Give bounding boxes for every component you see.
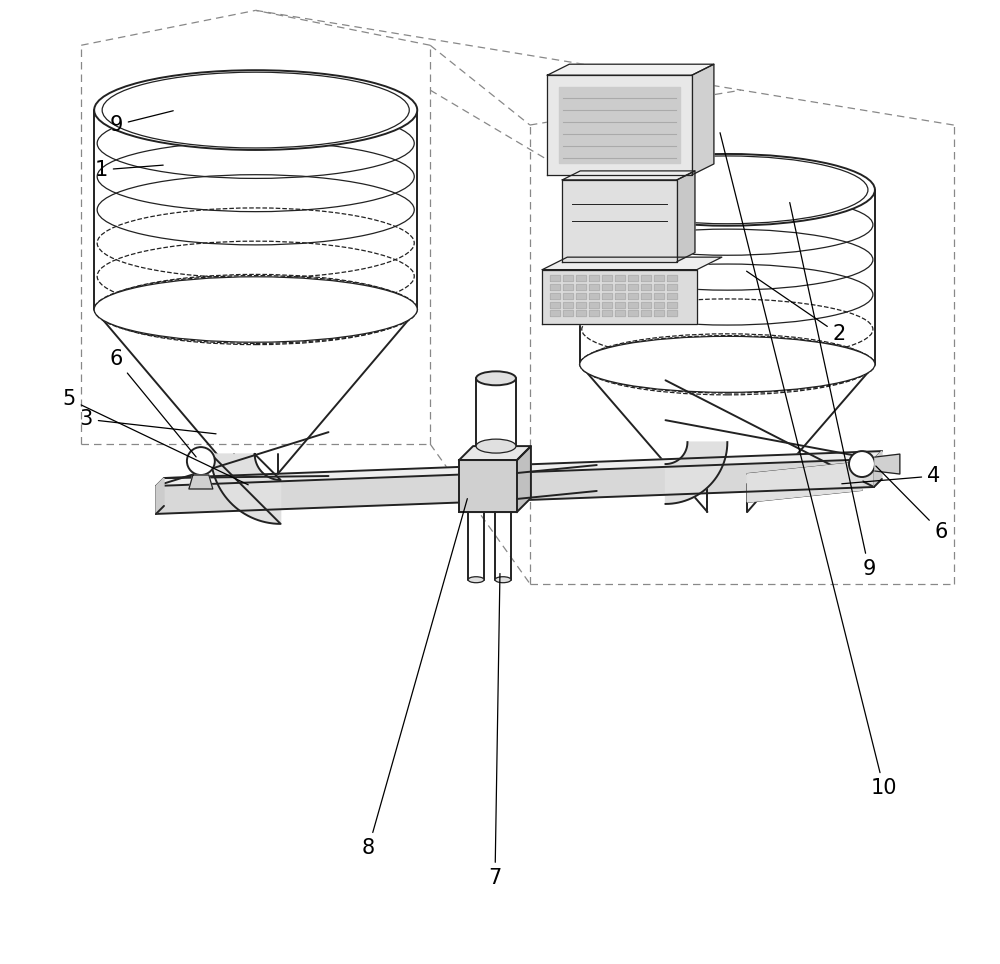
Polygon shape	[641, 275, 651, 281]
Polygon shape	[589, 302, 599, 308]
Polygon shape	[563, 292, 573, 299]
Polygon shape	[550, 275, 560, 281]
Polygon shape	[550, 310, 560, 316]
Polygon shape	[589, 275, 599, 281]
Polygon shape	[602, 292, 612, 299]
Polygon shape	[602, 310, 612, 316]
Text: 8: 8	[362, 498, 467, 858]
Text: 10: 10	[720, 133, 897, 798]
Polygon shape	[563, 283, 573, 289]
Polygon shape	[563, 310, 573, 316]
Polygon shape	[156, 451, 882, 486]
Polygon shape	[576, 310, 586, 316]
Ellipse shape	[580, 336, 875, 392]
Polygon shape	[641, 292, 651, 299]
Polygon shape	[576, 283, 586, 289]
Polygon shape	[677, 171, 695, 261]
Text: 2: 2	[747, 271, 846, 344]
Polygon shape	[542, 257, 722, 270]
Polygon shape	[517, 446, 531, 512]
Polygon shape	[628, 292, 638, 299]
Ellipse shape	[94, 277, 417, 342]
Polygon shape	[550, 292, 560, 299]
Polygon shape	[628, 302, 638, 308]
Polygon shape	[211, 454, 281, 523]
Polygon shape	[667, 275, 677, 281]
Polygon shape	[576, 275, 586, 281]
Polygon shape	[654, 283, 664, 289]
Polygon shape	[654, 302, 664, 308]
Polygon shape	[547, 75, 692, 174]
Polygon shape	[189, 475, 213, 489]
Text: 1: 1	[95, 160, 163, 180]
Polygon shape	[550, 283, 560, 289]
Ellipse shape	[495, 576, 511, 582]
Polygon shape	[654, 275, 664, 281]
Polygon shape	[641, 310, 651, 316]
Polygon shape	[602, 302, 612, 308]
Polygon shape	[156, 478, 164, 514]
Polygon shape	[666, 442, 727, 504]
Polygon shape	[641, 283, 651, 289]
Polygon shape	[628, 310, 638, 316]
Polygon shape	[589, 292, 599, 299]
Polygon shape	[559, 87, 680, 163]
Polygon shape	[589, 310, 599, 316]
Text: 3: 3	[80, 409, 216, 434]
Polygon shape	[747, 462, 862, 502]
Polygon shape	[615, 292, 625, 299]
Ellipse shape	[587, 156, 868, 224]
Polygon shape	[542, 270, 697, 325]
Ellipse shape	[94, 70, 417, 150]
Polygon shape	[692, 65, 714, 174]
Polygon shape	[628, 283, 638, 289]
Text: 6: 6	[109, 349, 196, 457]
Polygon shape	[641, 302, 651, 308]
Text: 5: 5	[63, 389, 248, 485]
Ellipse shape	[102, 72, 409, 147]
Polygon shape	[615, 310, 625, 316]
Ellipse shape	[580, 154, 875, 226]
Polygon shape	[550, 302, 560, 308]
Polygon shape	[628, 275, 638, 281]
Polygon shape	[459, 446, 531, 460]
Polygon shape	[667, 302, 677, 308]
Polygon shape	[576, 292, 586, 299]
Polygon shape	[654, 292, 664, 299]
Text: 6: 6	[876, 466, 947, 542]
Polygon shape	[875, 454, 900, 474]
Ellipse shape	[849, 451, 875, 477]
Polygon shape	[615, 275, 625, 281]
Text: 7: 7	[488, 574, 502, 888]
Polygon shape	[563, 302, 573, 308]
Text: 4: 4	[842, 466, 940, 486]
Polygon shape	[562, 180, 677, 261]
Polygon shape	[602, 283, 612, 289]
Polygon shape	[615, 283, 625, 289]
Polygon shape	[576, 302, 586, 308]
Polygon shape	[667, 283, 677, 289]
Polygon shape	[562, 171, 695, 180]
Polygon shape	[667, 310, 677, 316]
Polygon shape	[547, 65, 714, 75]
Polygon shape	[589, 283, 599, 289]
Ellipse shape	[476, 440, 516, 453]
Text: 9: 9	[109, 111, 173, 135]
Polygon shape	[654, 310, 664, 316]
Polygon shape	[615, 302, 625, 308]
Text: 9: 9	[790, 202, 876, 578]
Ellipse shape	[187, 447, 215, 475]
Ellipse shape	[468, 576, 484, 582]
Polygon shape	[602, 275, 612, 281]
Polygon shape	[874, 451, 882, 487]
Polygon shape	[459, 460, 517, 512]
Polygon shape	[667, 292, 677, 299]
Ellipse shape	[476, 371, 516, 386]
Polygon shape	[156, 459, 874, 514]
Polygon shape	[563, 275, 573, 281]
